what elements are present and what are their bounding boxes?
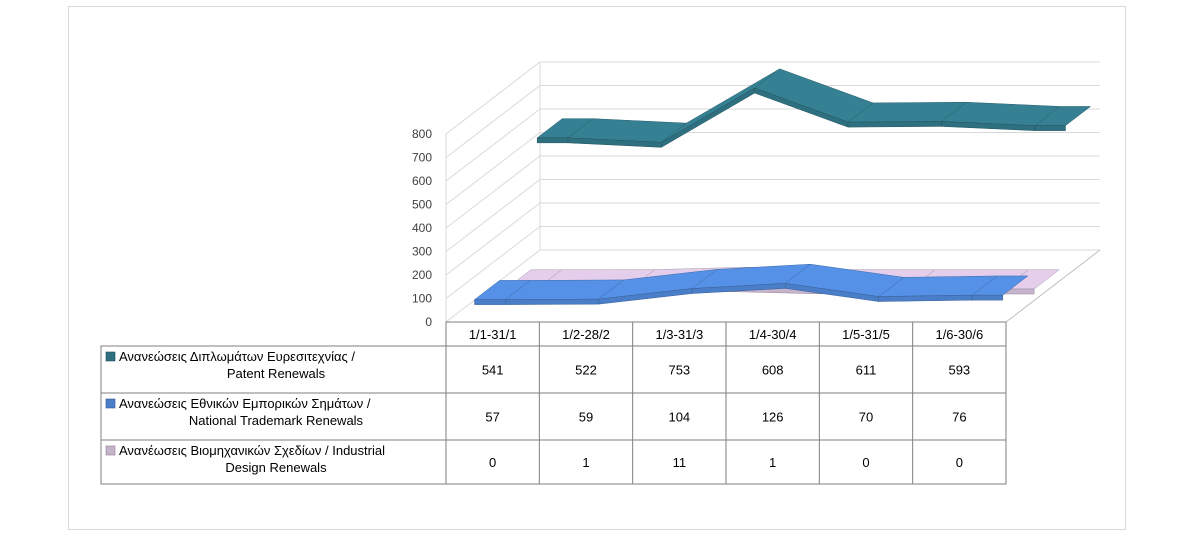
- data-label: 0: [489, 455, 496, 470]
- data-label: 593: [948, 363, 970, 378]
- data-label: 753: [668, 363, 690, 378]
- data-label: 0: [862, 455, 869, 470]
- series-ribbon-front: [536, 137, 569, 144]
- data-label: 70: [859, 410, 873, 425]
- table-row: [100, 439, 1007, 485]
- legend-label: Ανανεώσεις Διπλωμάτων Ευρεσιτεχνίας /: [119, 349, 355, 364]
- data-label: 11: [673, 455, 687, 470]
- data-label: 611: [856, 363, 877, 378]
- series-ribbon-front: [661, 87, 755, 148]
- gridline: [445, 179, 1100, 252]
- data-label: 522: [575, 363, 597, 378]
- legend-label: Ανανέωσεις Βιομηχανικών Σχεδίων / Indust…: [119, 443, 385, 458]
- legend-label: Design Renewals: [225, 460, 327, 475]
- data-label: 104: [668, 410, 690, 425]
- chart-frame: 0 100 200 300 400 500 600 700 800 1/1-31/1 1/2-28/…: [68, 6, 1126, 530]
- y-tick-label: 800: [412, 127, 432, 141]
- x-tick-label: 1/2-28/2: [562, 327, 610, 342]
- data-label: 59: [579, 410, 593, 425]
- x-tick-label: 1/5-31/5: [842, 327, 890, 342]
- series-ribbon-top: [661, 68, 780, 143]
- legend-label: Patent Renewals: [227, 366, 326, 381]
- data-label: 541: [482, 363, 504, 378]
- gridline: [445, 202, 1100, 276]
- series-ribbon-front: [847, 121, 942, 128]
- y-tick-label: 400: [412, 221, 432, 235]
- legend-key: [105, 445, 116, 456]
- series-ribbon-front: [474, 299, 506, 305]
- legend-label: National Trademark Renewals: [189, 413, 364, 428]
- data-label: 126: [762, 410, 784, 425]
- data-label: 1: [769, 455, 776, 470]
- data-label: 1: [582, 455, 589, 470]
- x-tick-label: 1/4-30/4: [749, 327, 797, 342]
- legend-key: [105, 351, 116, 362]
- data-label: 608: [762, 363, 784, 378]
- y-tick-label: 0: [425, 315, 432, 329]
- y-tick-label: 500: [412, 198, 432, 212]
- legend-label: Ανανεώσεις Εθνικών Εμπορικών Σημάτων /: [119, 396, 371, 411]
- x-tick-label: 1/3-31/3: [655, 327, 703, 342]
- y-tick-label: 200: [412, 268, 432, 282]
- gridline: [445, 155, 1100, 229]
- series-ribbon-front: [1034, 125, 1066, 131]
- series-ribbon-front: [505, 298, 599, 305]
- gridline: [445, 132, 1100, 205]
- data-label: 76: [952, 410, 966, 425]
- y-tick-label: 100: [412, 292, 432, 306]
- series-ribbon-front: [971, 294, 1004, 301]
- y-tick-label: 600: [412, 174, 432, 188]
- x-tick-label: 1/1-31/1: [469, 327, 517, 342]
- series-ribbon-front: [878, 294, 973, 302]
- legend-key: [105, 398, 116, 409]
- y-tick-label: 700: [412, 151, 432, 165]
- floor-edge: [1005, 249, 1101, 323]
- data-label: 57: [485, 410, 499, 425]
- y-tick-label: 300: [412, 245, 432, 259]
- x-tick-label: 1/6-30/6: [935, 327, 983, 342]
- data-label: 0: [956, 455, 963, 470]
